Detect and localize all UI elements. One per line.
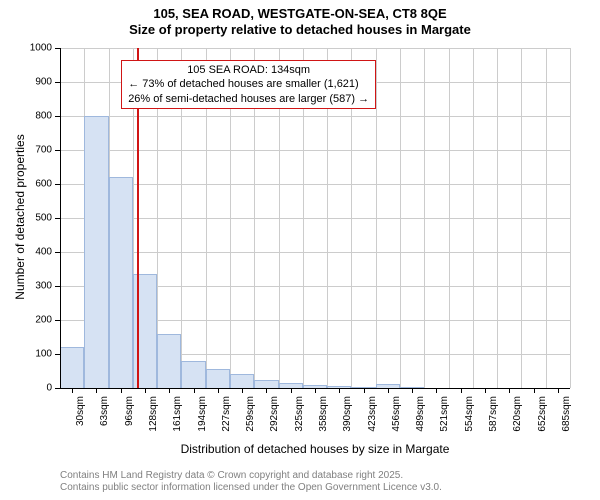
histogram-bar xyxy=(60,347,84,388)
x-tick-label: 63sqm xyxy=(99,396,110,446)
x-tick xyxy=(436,388,437,393)
x-tick xyxy=(364,388,365,393)
x-tick xyxy=(145,388,146,393)
x-tick-label: 30sqm xyxy=(75,396,86,446)
histogram-bar xyxy=(230,374,254,388)
x-tick-label: 521sqm xyxy=(439,396,450,446)
histogram-bar xyxy=(109,177,133,388)
y-tick-label: 0 xyxy=(20,383,52,394)
x-tick-label: 128sqm xyxy=(148,396,159,446)
x-tick xyxy=(558,388,559,393)
annotation-box: 105 SEA ROAD: 134sqm← 73% of detached ho… xyxy=(121,60,376,109)
x-tick-label: 620sqm xyxy=(512,396,523,446)
annotation-line-1: 105 SEA ROAD: 134sqm xyxy=(128,63,369,77)
grid-line xyxy=(497,48,498,388)
x-tick xyxy=(218,388,219,393)
x-tick xyxy=(412,388,413,393)
x-tick xyxy=(242,388,243,393)
x-tick-label: 194sqm xyxy=(197,396,208,446)
chart-title: 105, SEA ROAD, WESTGATE-ON-SEA, CT8 8QE … xyxy=(0,0,600,37)
footer-attribution: Contains HM Land Registry data © Crown c… xyxy=(60,470,442,494)
grid-line xyxy=(521,48,522,388)
x-tick xyxy=(169,388,170,393)
x-tick xyxy=(121,388,122,393)
x-tick-label: 423sqm xyxy=(367,396,378,446)
grid-line xyxy=(546,48,547,388)
annotation-line-2: ← 73% of detached houses are smaller (1,… xyxy=(128,77,369,91)
title-line-2: Size of property relative to detached ho… xyxy=(0,22,600,38)
x-tick-label: 161sqm xyxy=(172,396,183,446)
plot-area: 0100200300400500600700800900100030sqm63s… xyxy=(60,48,570,388)
x-tick xyxy=(315,388,316,393)
x-tick-label: 358sqm xyxy=(318,396,329,446)
x-tick-label: 96sqm xyxy=(124,396,135,446)
x-tick-label: 259sqm xyxy=(245,396,256,446)
x-tick-label: 554sqm xyxy=(464,396,475,446)
x-tick-label: 390sqm xyxy=(342,396,353,446)
histogram-bar xyxy=(181,361,205,388)
x-tick xyxy=(534,388,535,393)
x-tick xyxy=(485,388,486,393)
footer-line-2: Contains public sector information licen… xyxy=(60,482,442,494)
x-tick-label: 227sqm xyxy=(221,396,232,446)
x-tick-label: 685sqm xyxy=(561,396,572,446)
histogram-bar xyxy=(206,369,230,388)
histogram-bar xyxy=(254,380,278,388)
x-tick xyxy=(96,388,97,393)
x-tick-label: 652sqm xyxy=(537,396,548,446)
x-tick-label: 456sqm xyxy=(391,396,402,446)
x-tick xyxy=(194,388,195,393)
grid-line xyxy=(449,48,450,388)
y-axis-title: Number of detached properties xyxy=(13,67,27,367)
x-axis-title: Distribution of detached houses by size … xyxy=(60,442,570,456)
y-tick-label: 1000 xyxy=(20,43,52,54)
histogram-bar xyxy=(84,116,108,388)
grid-line xyxy=(400,48,401,388)
x-tick-label: 292sqm xyxy=(269,396,280,446)
x-tick-label: 587sqm xyxy=(488,396,499,446)
x-tick xyxy=(72,388,73,393)
x-tick xyxy=(266,388,267,393)
chart-container: 105, SEA ROAD, WESTGATE-ON-SEA, CT8 8QE … xyxy=(0,0,600,500)
footer-line-1: Contains HM Land Registry data © Crown c… xyxy=(60,470,442,482)
x-tick xyxy=(461,388,462,393)
x-tick xyxy=(509,388,510,393)
grid-line xyxy=(570,48,571,388)
x-tick xyxy=(291,388,292,393)
x-tick-label: 489sqm xyxy=(415,396,426,446)
x-tick xyxy=(388,388,389,393)
x-tick-label: 325sqm xyxy=(294,396,305,446)
x-tick xyxy=(339,388,340,393)
grid-line xyxy=(473,48,474,388)
grid-line xyxy=(424,48,425,388)
histogram-bar xyxy=(157,334,181,388)
annotation-line-3: 26% of semi-detached houses are larger (… xyxy=(128,92,369,106)
title-line-1: 105, SEA ROAD, WESTGATE-ON-SEA, CT8 8QE xyxy=(0,6,600,22)
y-axis-line xyxy=(60,48,61,388)
